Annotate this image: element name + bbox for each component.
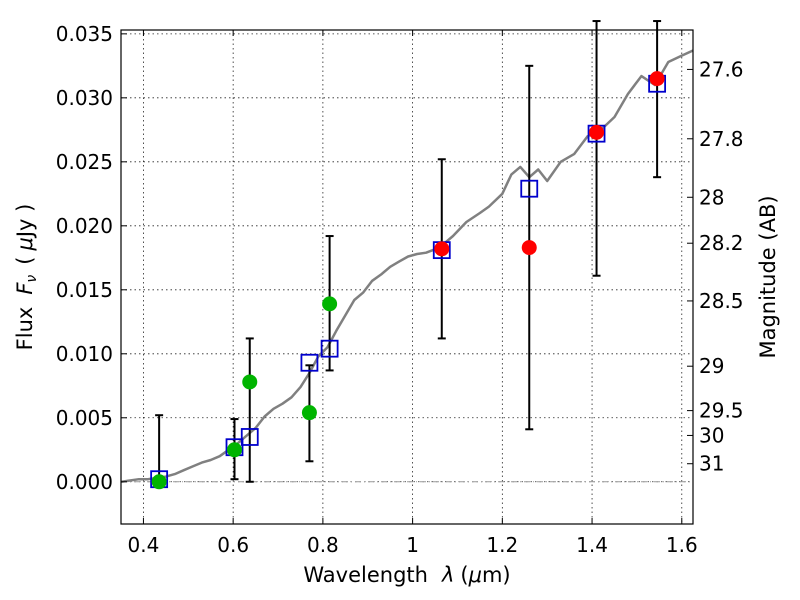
green-data-point xyxy=(322,296,338,312)
plot-area xyxy=(121,30,693,524)
green-data-point xyxy=(227,442,243,458)
y2-tick-label: 28.5 xyxy=(699,289,744,313)
y-tick-label: 0.005 xyxy=(56,406,113,430)
x-axis-ticks: 0.4 0.6 0.8 1 1.2 1.4 1.6 xyxy=(128,30,698,557)
y-tick-label: 0.030 xyxy=(56,86,113,110)
x-tick-label: 0.8 xyxy=(307,533,339,557)
x-tick-label: 1.6 xyxy=(666,533,698,557)
sed-model-curve xyxy=(120,49,694,484)
y-tick-label: 0.000 xyxy=(56,470,113,494)
y2-tick-label: 28 xyxy=(699,185,724,209)
y-tick-label: 0.010 xyxy=(56,342,113,366)
x-tick-label: 1 xyxy=(406,533,419,557)
y2-tick-label: 27.8 xyxy=(699,127,744,151)
model-box-marker xyxy=(300,353,319,372)
plot-frame xyxy=(120,29,694,525)
y2-tick-label: 31 xyxy=(699,452,724,476)
green-data-point xyxy=(151,474,167,490)
y2-tick-label: 30 xyxy=(699,423,724,447)
red-data-point xyxy=(521,240,537,256)
green-data-point xyxy=(242,374,258,390)
y-tick-label: 0.035 xyxy=(56,22,113,46)
y2-tick-label: 28.2 xyxy=(699,231,744,255)
x-tick-label: 0.6 xyxy=(217,533,249,557)
y-tick-label: 0.020 xyxy=(56,214,113,238)
observed-points xyxy=(151,71,665,490)
y-axis-ticks: 0.000 0.005 0.010 0.015 0.020 0.025 0.030 0.035 xyxy=(56,22,127,494)
y2-axis-ticks: 27.6 27.8 28 28.2 28.5 29 29.530 31 xyxy=(687,57,744,476)
x-axis-label: Wavelength λ (μm) xyxy=(303,563,510,587)
red-data-point xyxy=(589,124,605,140)
y-axis-label: FluxFν(μJy ) xyxy=(13,204,40,351)
model-box-marker xyxy=(240,428,259,446)
x-tick-label: 0.4 xyxy=(128,533,160,557)
y2-tick-label: 27.6 xyxy=(699,57,744,81)
red-data-point xyxy=(434,241,450,257)
x-tick-label: 1.4 xyxy=(576,533,608,557)
green-data-point xyxy=(301,405,317,421)
y-tick-label: 0.015 xyxy=(56,278,113,302)
y2-tick-label: 29.5 xyxy=(699,399,744,423)
model-box-marker xyxy=(320,339,339,358)
x-tick-label: 1.2 xyxy=(486,533,518,557)
red-data-point xyxy=(649,71,665,87)
model-box-marker xyxy=(520,179,539,198)
sed-line xyxy=(120,49,694,484)
y2-axis-label: Magnitude (AB) xyxy=(756,195,780,358)
y2-tick-label: 29 xyxy=(699,354,724,378)
y-tick-label: 0.025 xyxy=(56,150,113,174)
